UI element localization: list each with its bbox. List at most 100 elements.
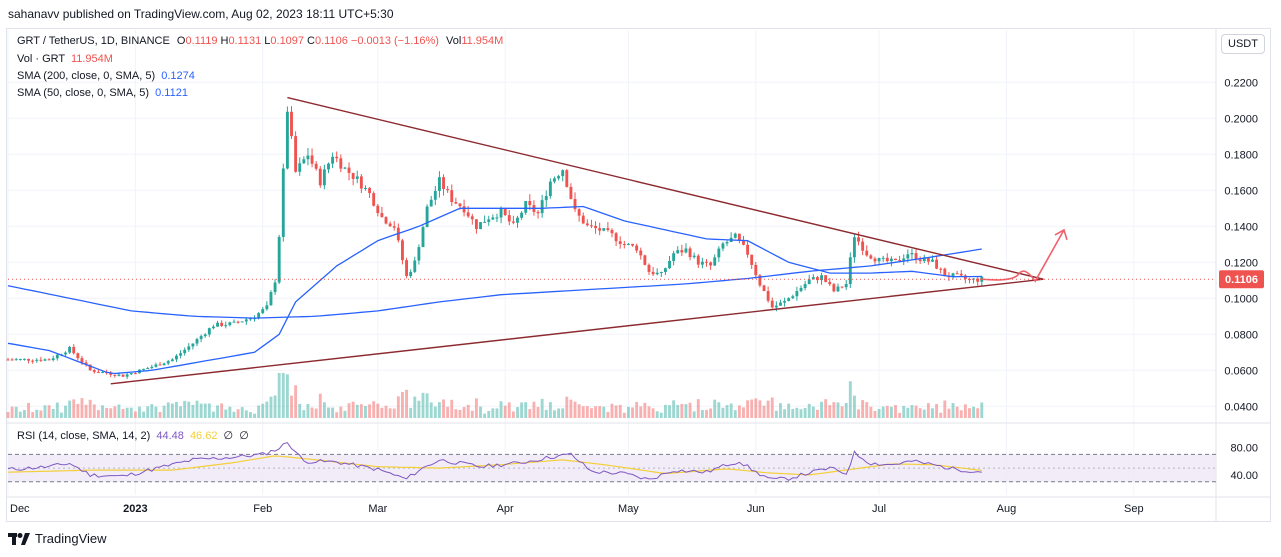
candle-body [265, 305, 269, 310]
candle-body [466, 212, 470, 217]
candle-body [511, 221, 515, 223]
volume-bar [626, 406, 630, 418]
candle-body [183, 349, 187, 354]
candle-body [700, 261, 704, 265]
volume-bar [466, 404, 470, 418]
candle-body [376, 205, 380, 214]
candle-body [680, 250, 684, 253]
price-tick-label: 0.1400 [1224, 221, 1258, 233]
candle-body [343, 167, 347, 169]
candle-body [770, 300, 774, 308]
volume-bar [705, 409, 708, 418]
candle-body [561, 170, 565, 177]
candle-body [803, 284, 807, 288]
currency-button[interactable]: USDT [1221, 34, 1265, 54]
volume-bar [257, 405, 261, 418]
volume-bar [203, 403, 207, 418]
candle-body [614, 233, 618, 242]
candle-body [766, 291, 770, 301]
triangle-upper-line [287, 96, 1044, 280]
volume-bar [943, 400, 947, 418]
legend-sma50-row: SMA (50, close, 0, SMA, 5) 0.1121 [17, 87, 188, 99]
candle-body [203, 334, 207, 337]
candle-body [47, 359, 51, 361]
volume-bar [207, 403, 211, 418]
candle-body [175, 355, 178, 360]
brand-name: TradingView [35, 531, 107, 546]
candle-body [972, 278, 976, 280]
volume-bar [877, 408, 881, 418]
volume-bar [935, 404, 939, 418]
volume-bar [479, 406, 482, 418]
tradingview-brand: TradingView [8, 531, 107, 546]
volume-bar [10, 406, 14, 418]
candle-body [22, 358, 26, 360]
volume-bar [668, 405, 671, 418]
price-tick-label: 0.0800 [1224, 329, 1258, 341]
volume-bar [590, 408, 593, 418]
candle-body [507, 215, 511, 222]
rsi-ma-line [7, 455, 982, 476]
candle-body [405, 260, 408, 277]
volume-bar [133, 411, 137, 418]
volume-bar [737, 405, 741, 418]
legend-ohlc-key: H [220, 35, 229, 47]
volume-bar [844, 402, 848, 418]
volume-bar [154, 406, 158, 418]
candle-body [162, 363, 166, 366]
legend-sma50-value: 0.1121 [155, 87, 188, 99]
volume-bar [918, 408, 922, 418]
candle-body [273, 282, 277, 293]
volume-bar [166, 402, 170, 418]
legend-rsi-extra-2: ∅ [239, 430, 249, 442]
candle-body [429, 199, 433, 207]
last-price-badge [1219, 270, 1264, 289]
candle-body [750, 254, 754, 265]
candle-body [622, 244, 626, 246]
volume-bar [364, 405, 367, 418]
candle-body [437, 177, 441, 191]
candle-body [852, 237, 856, 258]
grid-layer [7, 30, 1216, 495]
volume-bar [754, 398, 758, 418]
volume-bar [807, 403, 811, 418]
candle-body [733, 233, 737, 238]
volume-bar [450, 399, 454, 418]
candle-body [146, 368, 150, 370]
sma-lines [7, 205, 982, 375]
volume-bar [51, 408, 55, 418]
volume-bar [474, 398, 478, 418]
candle-body [540, 200, 544, 214]
volume-bar [713, 399, 717, 418]
volume-bar [327, 407, 330, 418]
candle-body [142, 368, 146, 370]
volume-bar [824, 399, 828, 418]
chart-area[interactable] [6, 28, 1271, 522]
candle-body [824, 275, 828, 282]
volume-bar [125, 407, 129, 418]
legend-change: −0.0013 (−1.16%) [350, 35, 439, 47]
candle-body [355, 176, 359, 179]
volume-bar [228, 406, 232, 418]
candle-body [581, 215, 585, 224]
candle-body [298, 163, 302, 172]
volume-bar [425, 393, 429, 418]
volume-bar [931, 408, 934, 418]
volume-bar [873, 411, 877, 418]
candle-body [922, 257, 926, 262]
legend-ohlc-key: L [264, 35, 271, 47]
volume-bar [947, 408, 951, 418]
candle-body [339, 158, 343, 169]
candle-body [170, 359, 174, 362]
volume-bar [594, 406, 598, 418]
volume-bar [129, 407, 133, 418]
candle-body [873, 258, 877, 262]
volume-bar [117, 404, 121, 418]
candle-body [742, 240, 745, 245]
candle-body [754, 264, 758, 276]
volume-bar [774, 410, 778, 418]
published-line: sahanavv published on TradingView.com, A… [8, 7, 394, 21]
volume-bar [491, 408, 495, 418]
volume-bar [655, 411, 659, 418]
